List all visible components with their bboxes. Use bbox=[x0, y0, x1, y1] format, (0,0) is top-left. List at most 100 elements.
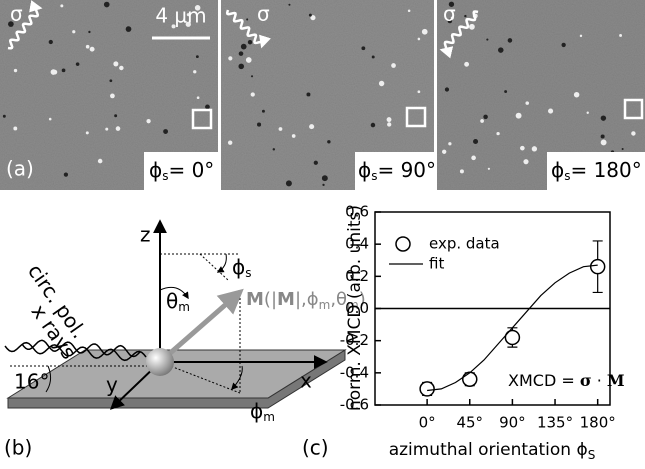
speckle bbox=[622, 148, 624, 150]
speckle bbox=[86, 131, 89, 134]
speckle bbox=[473, 139, 478, 144]
speckle bbox=[516, 113, 522, 119]
y-tick-label: 0.2 bbox=[345, 267, 369, 285]
sub: S bbox=[588, 448, 596, 462]
speckle bbox=[619, 34, 622, 37]
x-tick-label: 180° bbox=[580, 414, 616, 432]
speckle bbox=[13, 127, 17, 131]
t: (| bbox=[264, 289, 277, 310]
phi-label: ϕs= 0° bbox=[149, 158, 214, 183]
speckle bbox=[508, 38, 513, 43]
x-tick-label: 45° bbox=[456, 414, 483, 432]
speckle bbox=[90, 47, 95, 52]
x-tick-label: 90° bbox=[499, 414, 526, 432]
axis-label: y bbox=[106, 373, 118, 397]
angle-label: 16° bbox=[14, 370, 49, 394]
sub: m bbox=[319, 298, 331, 312]
sigma: σ bbox=[443, 2, 456, 26]
speckle bbox=[480, 119, 484, 123]
speckle bbox=[246, 18, 248, 20]
speckle bbox=[292, 134, 296, 138]
speckle bbox=[361, 46, 365, 50]
speckle bbox=[72, 30, 75, 33]
x-axis-label: azimuthal orientation ϕS bbox=[389, 440, 596, 462]
speckle bbox=[105, 128, 108, 131]
data-point bbox=[420, 382, 434, 396]
t: · bbox=[592, 371, 607, 390]
speckle bbox=[146, 119, 150, 123]
speckle bbox=[64, 172, 68, 176]
phi-s-label: ϕs bbox=[232, 255, 251, 280]
panel-label: (b) bbox=[4, 436, 32, 460]
speckle bbox=[279, 127, 283, 131]
speckle bbox=[523, 159, 528, 164]
speckle bbox=[163, 129, 168, 134]
speckle bbox=[525, 101, 529, 105]
speckle bbox=[601, 140, 607, 146]
speckle bbox=[126, 26, 132, 32]
phi: ϕ bbox=[358, 158, 371, 182]
speckle bbox=[286, 180, 292, 186]
speckle bbox=[322, 175, 328, 181]
speckle bbox=[498, 47, 504, 53]
speckle bbox=[601, 115, 606, 120]
y-tick-label: -0.6 bbox=[340, 396, 369, 414]
panel-c: (c) norm. XMCD (arb. units) azimuthal or… bbox=[302, 203, 625, 462]
speckle bbox=[86, 45, 90, 49]
sub: s bbox=[245, 266, 251, 280]
phi: ϕ bbox=[551, 158, 564, 182]
speckle bbox=[532, 146, 537, 151]
phi-label: ϕs= 90° bbox=[358, 158, 436, 183]
legend-symbol bbox=[396, 237, 410, 251]
speckle bbox=[387, 122, 391, 126]
speckle bbox=[327, 140, 330, 143]
speckle bbox=[104, 2, 110, 8]
t: azimuthal orientation ϕ bbox=[389, 440, 588, 460]
sigma: σ bbox=[10, 2, 23, 26]
speckle bbox=[113, 61, 118, 66]
speckle bbox=[408, 9, 411, 12]
speckle bbox=[193, 70, 196, 73]
speckle bbox=[464, 62, 469, 67]
speckle bbox=[88, 31, 90, 33]
speckle bbox=[471, 156, 476, 161]
m: M bbox=[277, 289, 295, 310]
speckle bbox=[486, 39, 488, 41]
speckle bbox=[418, 38, 421, 41]
speckle bbox=[306, 92, 310, 96]
speckle bbox=[273, 148, 275, 150]
speckle bbox=[76, 62, 80, 66]
panel-a: 4 µm σ σ σ (a) ϕs= 0° ϕs= 90° ϕs= 180° bbox=[0, 0, 645, 190]
y-tick-label: -0.4 bbox=[340, 363, 369, 381]
speckle bbox=[262, 110, 265, 113]
speckle bbox=[601, 134, 605, 138]
speckle bbox=[116, 126, 121, 131]
y-tick-label: -0.2 bbox=[340, 331, 369, 349]
legend-label: fit bbox=[429, 255, 444, 273]
speckle bbox=[587, 112, 589, 114]
speckle bbox=[205, 105, 210, 110]
speckle bbox=[248, 40, 252, 44]
speckle bbox=[445, 87, 449, 91]
speckle bbox=[464, 15, 466, 17]
t: XMCD = bbox=[508, 371, 580, 390]
phi: ϕ bbox=[232, 255, 245, 279]
speckle bbox=[309, 14, 312, 17]
speckle bbox=[238, 64, 244, 70]
speckle bbox=[228, 140, 232, 144]
theta-label: θm bbox=[166, 289, 190, 314]
speckle bbox=[257, 123, 261, 127]
speckle bbox=[504, 90, 507, 93]
speckle bbox=[314, 161, 318, 165]
speckle bbox=[488, 168, 490, 170]
speckle bbox=[109, 79, 112, 82]
phi: ϕ bbox=[250, 399, 263, 423]
figure: 4 µm σ σ σ (a) ϕs= 0° ϕs= 90° ϕs= 180° bbox=[0, 0, 645, 469]
y-tick-label: 0.4 bbox=[345, 235, 369, 253]
speckle bbox=[561, 43, 565, 47]
speckle bbox=[251, 75, 253, 77]
speckle bbox=[119, 66, 123, 70]
speckle bbox=[110, 94, 115, 99]
sub: m bbox=[178, 300, 190, 314]
axis-label: z bbox=[140, 223, 151, 247]
